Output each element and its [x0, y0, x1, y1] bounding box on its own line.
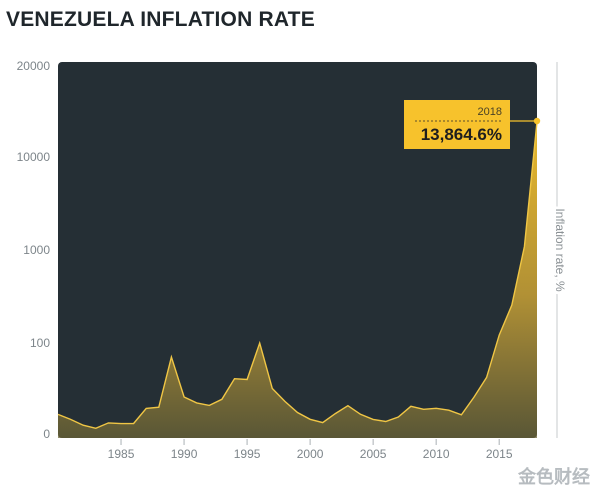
- data-point: [107, 422, 109, 424]
- data-point: [385, 421, 387, 423]
- data-point: [486, 376, 488, 378]
- annotation-box: [404, 100, 510, 149]
- watermark-text: 金色财经: [518, 467, 590, 487]
- y-tick-label: 10000: [17, 150, 51, 164]
- data-point: [334, 413, 336, 415]
- data-point: [397, 416, 399, 418]
- data-point: [183, 396, 185, 398]
- data-point: [347, 405, 349, 407]
- data-point: [120, 423, 122, 425]
- data-point: [208, 404, 210, 406]
- data-point: [234, 378, 236, 380]
- data-point: [271, 388, 273, 390]
- data-point: [372, 418, 374, 420]
- y-tick-label: 0: [43, 427, 50, 441]
- x-tick-label: 2000: [297, 447, 324, 461]
- data-point: [70, 418, 72, 420]
- x-tick-label: 1995: [234, 447, 261, 461]
- data-point: [133, 423, 135, 425]
- x-tick-label: 1985: [108, 447, 135, 461]
- data-point: [523, 246, 525, 248]
- y-axis-label: Inflation rate, %: [553, 208, 567, 292]
- x-tick-label: 2015: [486, 447, 513, 461]
- data-point: [259, 342, 261, 344]
- chart-title: VENEZUELA INFLATION RATE: [6, 8, 315, 31]
- data-point: [309, 418, 311, 420]
- annotation-dot: [533, 117, 541, 125]
- data-point: [423, 408, 425, 410]
- x-tick-label: 2005: [360, 447, 387, 461]
- x-tick-label: 2010: [423, 447, 450, 461]
- x-tick-label: 1990: [171, 447, 198, 461]
- y-tick-label: 20000: [17, 59, 51, 73]
- data-point: [95, 427, 97, 429]
- data-point: [196, 402, 198, 404]
- plot-panel: [58, 62, 537, 438]
- data-point: [297, 412, 299, 414]
- data-point: [82, 424, 84, 426]
- data-point: [448, 409, 450, 411]
- inflation-line: [57, 121, 538, 430]
- data-point: [246, 379, 248, 381]
- annotation-year: 2018: [478, 106, 502, 118]
- data-point: [360, 413, 362, 415]
- data-point: [221, 398, 223, 400]
- y-tick-label: 1000: [23, 243, 50, 257]
- data-point: [498, 334, 500, 336]
- data-point: [158, 406, 160, 408]
- x-axis-ticks: 1985 1990 1995 2000 2005 2010 2015: [108, 439, 513, 461]
- inflation-area: [58, 121, 537, 439]
- data-point: [170, 356, 172, 358]
- data-point: [511, 304, 513, 306]
- data-point: [410, 405, 412, 407]
- annotation-callout: 2018 13,864.6%: [404, 100, 541, 149]
- data-point: [460, 414, 462, 416]
- data-point: [473, 396, 475, 398]
- data-point: [322, 422, 324, 424]
- y-tick-label: 100: [30, 336, 50, 350]
- data-point: [57, 413, 59, 415]
- data-point: [284, 400, 286, 402]
- annotation-value: 13,864.6%: [421, 125, 502, 144]
- data-point: [435, 407, 437, 409]
- data-point: [145, 407, 147, 409]
